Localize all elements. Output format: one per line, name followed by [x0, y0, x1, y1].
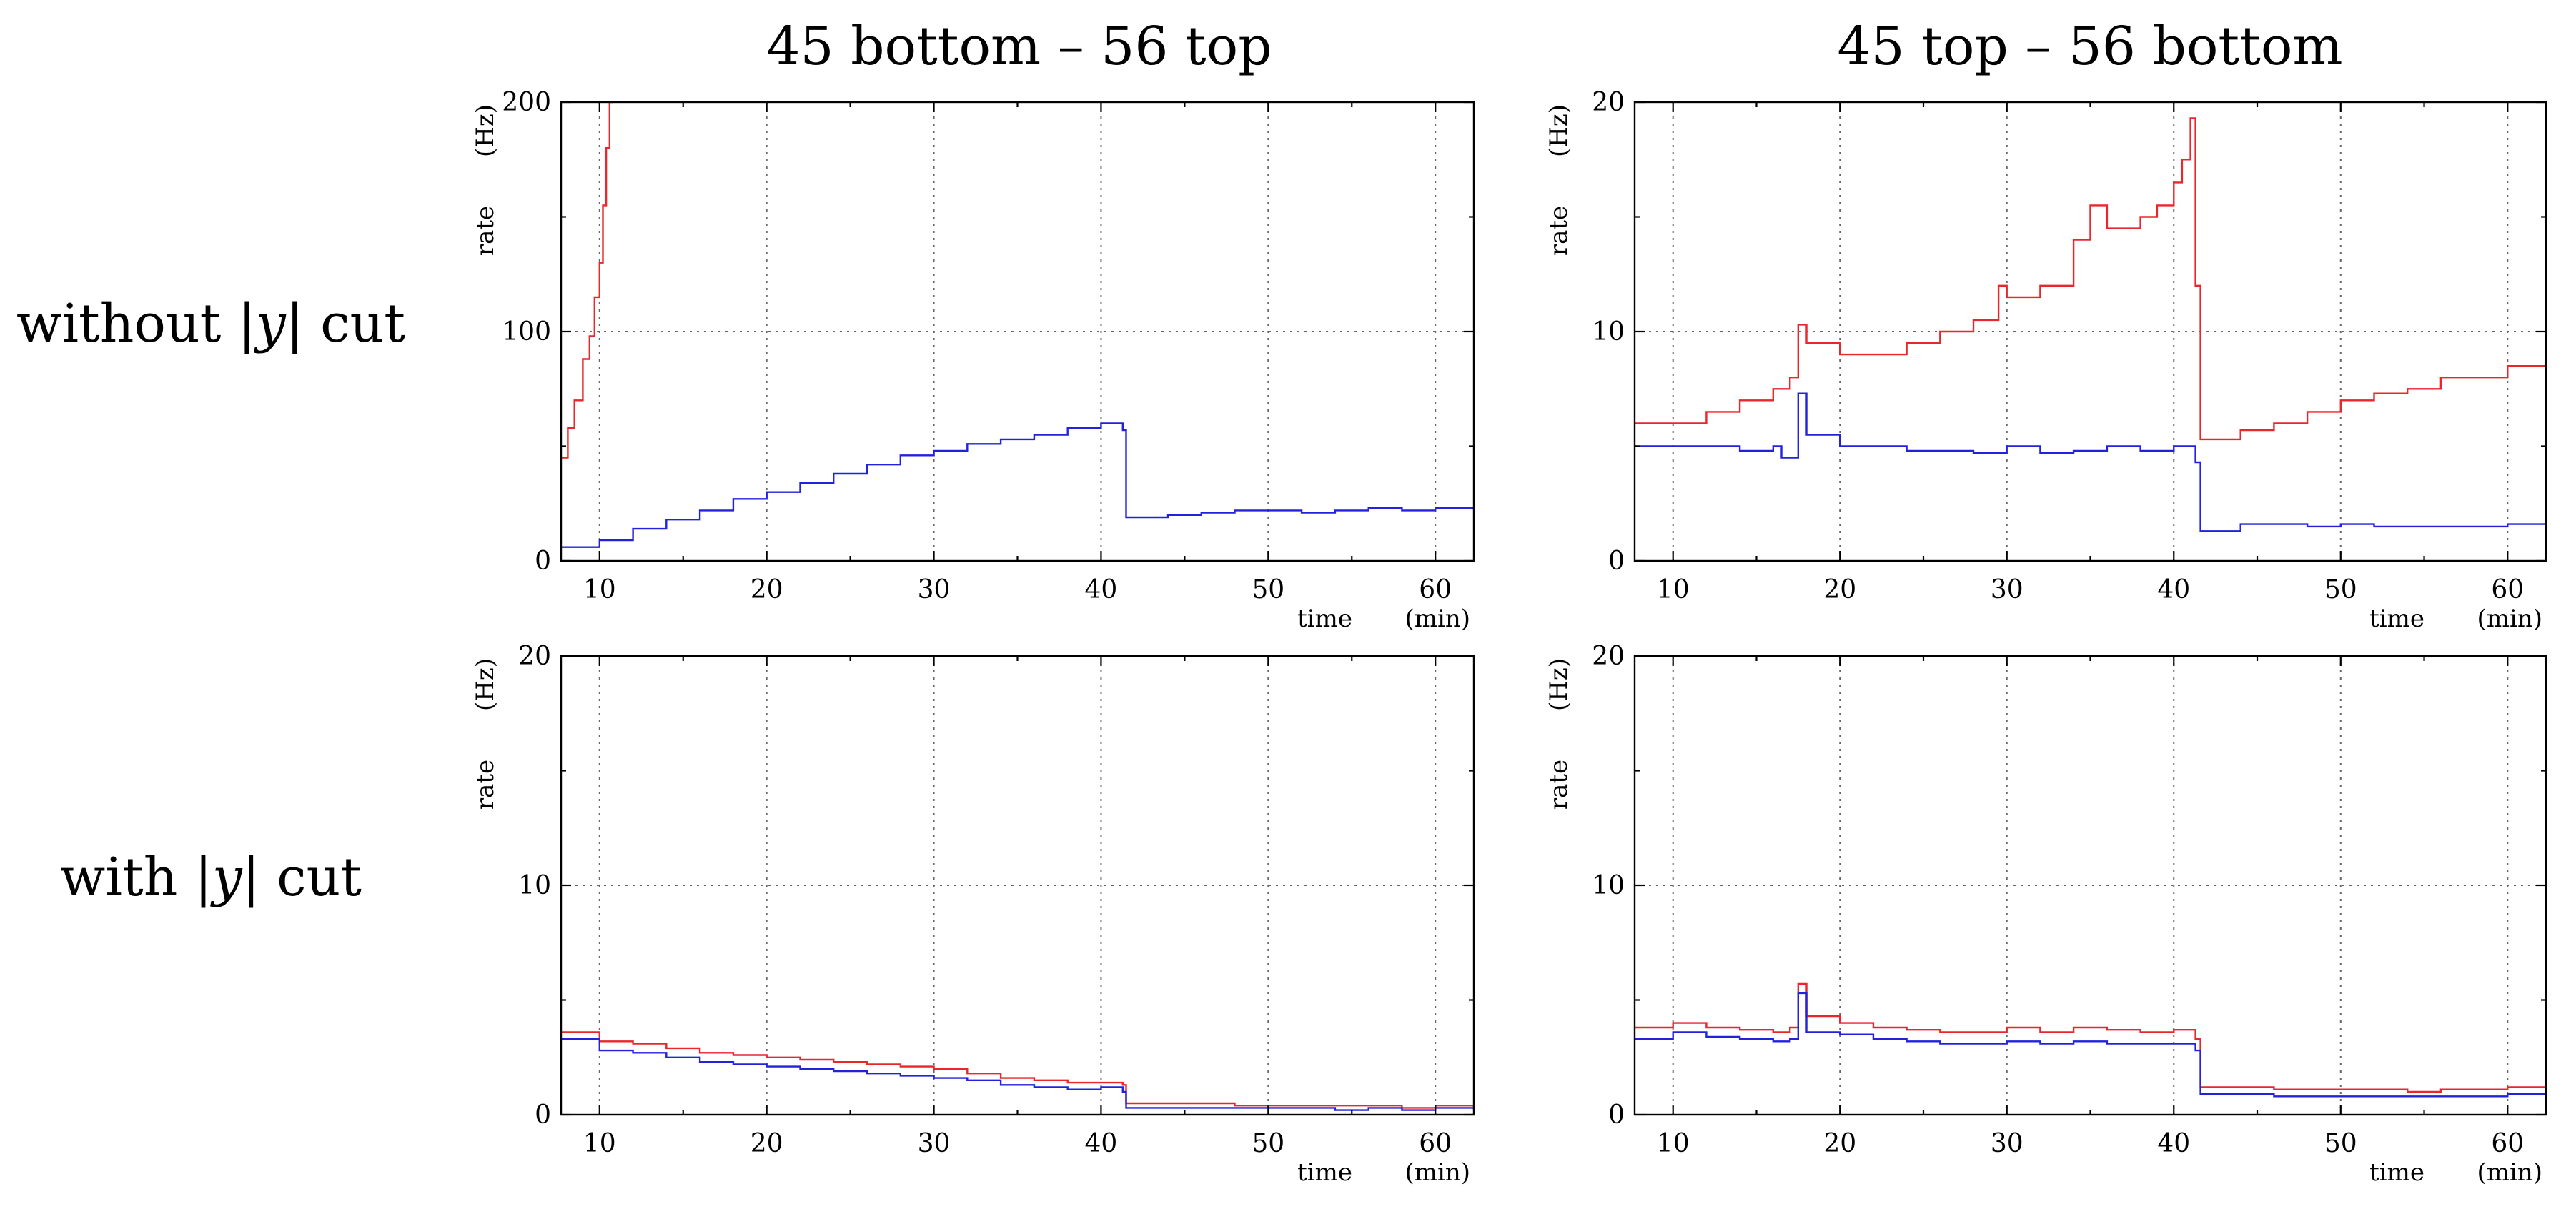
x-axis-label: time: [2369, 604, 2424, 633]
series-line-red: [561, 102, 613, 459]
x-tick-label: 20: [1823, 1129, 1856, 1158]
y-axis-label: rate: [471, 760, 500, 810]
y-tick-label: 20: [1592, 642, 1625, 671]
x-tick-label: 20: [750, 1129, 783, 1158]
y-axis-unit: (Hz): [1545, 658, 1573, 711]
series-line-blue: [561, 1038, 1474, 1111]
panel-bottom-left: 10 20 30 40 50 60 0 10 20 time (min) rate (Hz): [471, 642, 1475, 1187]
series-line-blue: [1635, 392, 2546, 532]
series-line-red: [1635, 117, 2546, 441]
y-axis-unit: (Hz): [1545, 104, 1573, 157]
y-tick-label: 0: [1608, 1100, 1625, 1130]
series-line-red: [561, 1031, 1474, 1109]
x-tick-label: 10: [1657, 1129, 1690, 1158]
y-tick-label: 20: [518, 642, 551, 671]
x-tick-label: 20: [750, 575, 783, 604]
x-tick-label: 60: [1419, 575, 1452, 604]
row-label-with-cut: with |y| cut: [60, 847, 362, 908]
y-tick-label: 20: [1592, 88, 1625, 117]
x-axis-label: time: [1297, 1158, 1352, 1187]
column-title-left: 45 bottom – 56 top: [766, 16, 1272, 77]
row-label-without-cut: without |y| cut: [16, 293, 405, 354]
x-tick-label: 10: [1657, 575, 1690, 604]
panel-bottom-right: 10 20 30 40 50 60 0 10 20 time (min) rate (Hz): [1545, 642, 2547, 1187]
x-axis-label: time: [2369, 1158, 2424, 1187]
x-axis-unit: (min): [1405, 1158, 1470, 1187]
x-tick-label: 30: [1991, 1129, 2023, 1158]
y-tick-label: 100: [502, 317, 551, 347]
y-axis-label: rate: [471, 206, 500, 256]
x-tick-label: 60: [2491, 575, 2524, 604]
x-tick-label: 10: [583, 575, 616, 604]
x-tick-label: 40: [1085, 1129, 1118, 1158]
column-title-right: 45 top – 56 bottom: [1837, 16, 2342, 77]
panel-top-right: 10 20 30 40 50 60 0 10 20 time (min) rate (Hz): [1545, 88, 2547, 633]
y-axis-unit: (Hz): [471, 104, 500, 157]
x-tick-label: 40: [1085, 575, 1118, 604]
x-tick-label: 50: [2324, 1129, 2357, 1158]
y-tick-label: 200: [502, 88, 551, 117]
series-line-blue: [561, 422, 1474, 548]
x-tick-label: 30: [918, 575, 951, 604]
panel-top-left: 10 20 30 40 50 60 0 100 200 time (min) rate (Hz): [471, 88, 1475, 633]
x-axis-unit: (min): [2477, 1158, 2542, 1187]
x-tick-label: 60: [1419, 1129, 1452, 1158]
y-axis-label: rate: [1545, 760, 1573, 810]
y-tick-label: 10: [518, 871, 551, 900]
x-tick-label: 50: [1252, 575, 1284, 604]
y-axis-label: rate: [1545, 206, 1573, 256]
series-line-red: [1635, 982, 2546, 1093]
x-tick-label: 40: [2157, 575, 2190, 604]
x-tick-label: 40: [2157, 1129, 2190, 1158]
x-tick-label: 30: [1991, 575, 2023, 604]
x-axis-label: time: [1297, 604, 1352, 633]
x-tick-label: 50: [2324, 575, 2357, 604]
x-tick-label: 20: [1823, 575, 1856, 604]
x-tick-label: 10: [583, 1129, 616, 1158]
x-axis-unit: (min): [2477, 604, 2542, 633]
y-tick-label: 0: [1608, 547, 1625, 576]
y-axis-unit: (Hz): [471, 658, 500, 711]
x-tick-label: 50: [1252, 1129, 1284, 1158]
x-tick-label: 60: [2491, 1129, 2524, 1158]
y-tick-label: 10: [1592, 317, 1625, 347]
x-axis-unit: (min): [1405, 604, 1470, 633]
y-tick-label: 0: [535, 1100, 551, 1130]
y-tick-label: 10: [1592, 871, 1625, 900]
x-tick-label: 30: [918, 1129, 951, 1158]
series-line-blue: [1635, 992, 2546, 1098]
y-tick-label: 0: [535, 547, 551, 576]
